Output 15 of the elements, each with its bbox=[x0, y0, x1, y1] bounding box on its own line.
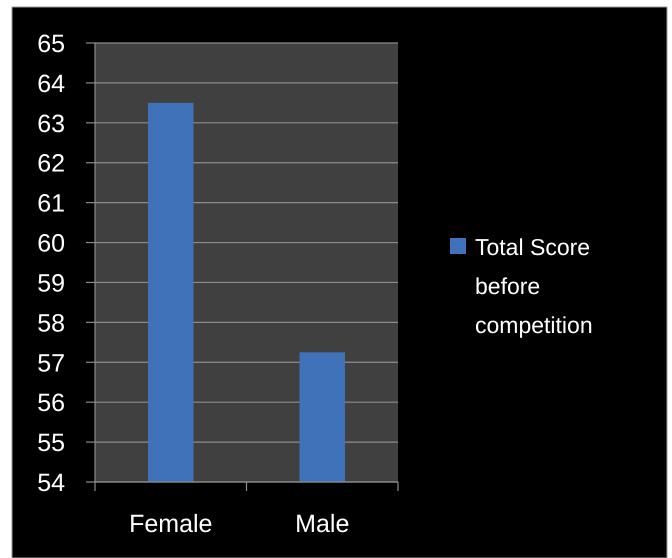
y-tick-label: 62 bbox=[37, 150, 65, 178]
y-tick-label: 65 bbox=[37, 30, 65, 58]
y-tick-label: 58 bbox=[37, 309, 65, 338]
y-tick-label: 61 bbox=[37, 190, 65, 218]
y-tick-label: 60 bbox=[37, 230, 65, 258]
legend-label: Total Score before competition bbox=[475, 234, 593, 338]
x-tick-label: Female bbox=[129, 510, 212, 538]
y-tick-label: 56 bbox=[37, 389, 65, 418]
y-tick-label: 63 bbox=[37, 110, 65, 138]
y-tick-label: 57 bbox=[37, 349, 65, 378]
y-tick-label: 59 bbox=[37, 269, 65, 298]
y-tick-label: 55 bbox=[37, 429, 65, 458]
x-tick-label: Male bbox=[295, 510, 350, 538]
y-tick-label: 64 bbox=[37, 70, 66, 98]
y-tick-label: 54 bbox=[37, 469, 66, 497]
